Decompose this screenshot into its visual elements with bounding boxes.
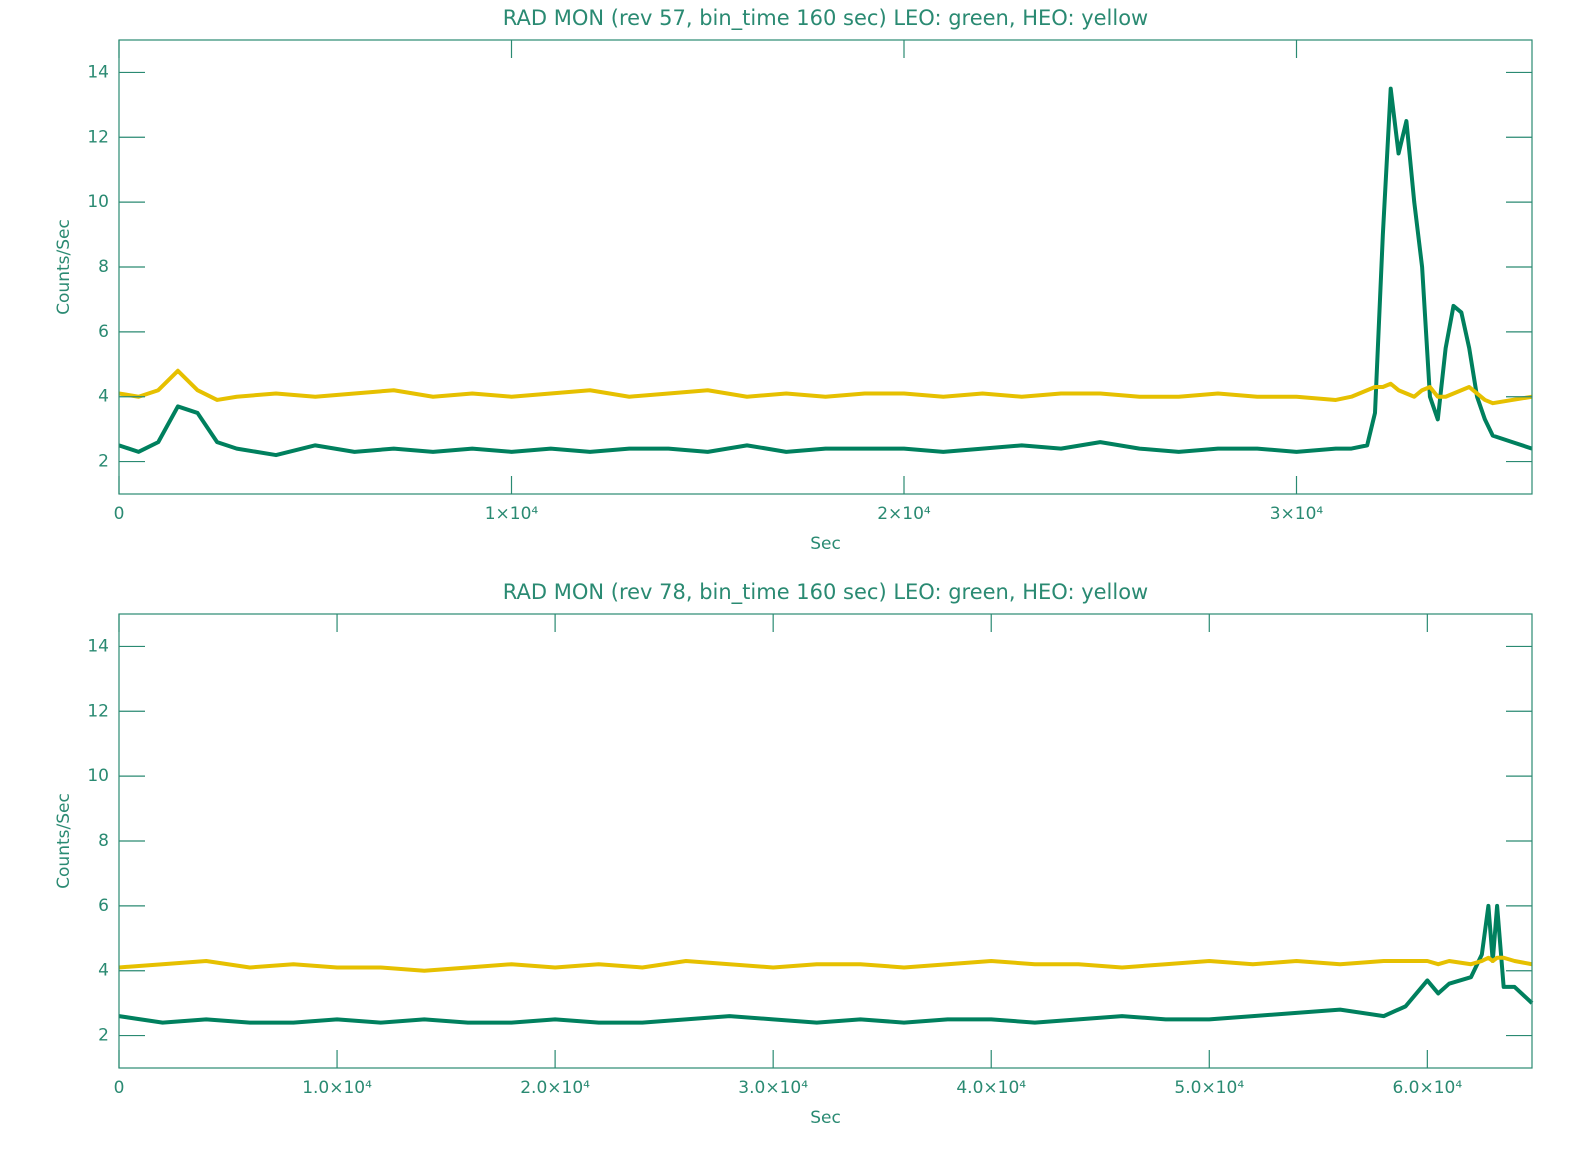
chart-title: RAD MON (rev 57, bin_time 160 sec) LEO: … — [503, 6, 1148, 31]
x-tick-label: 3.0×10⁴ — [738, 1078, 808, 1098]
x-tick-label: 5.0×10⁴ — [1174, 1078, 1244, 1098]
data-line — [118, 955, 1533, 973]
x-axis-label: Sec — [810, 1108, 841, 1128]
y-tick-label: 12 — [87, 127, 109, 147]
chart-title: RAD MON (rev 78, bin_time 160 sec) LEO: … — [503, 580, 1148, 605]
x-tick-label: 0 — [114, 1078, 125, 1098]
y-tick-label: 14 — [87, 636, 109, 656]
y-tick-label: 6 — [98, 896, 109, 916]
data-line — [118, 368, 1533, 406]
y-tick-label: 4 — [98, 387, 109, 407]
y-tick-label: 6 — [98, 322, 109, 342]
x-tick-label: 2.0×10⁴ — [520, 1078, 590, 1098]
data-line — [118, 86, 1533, 458]
x-tick-label: 0 — [114, 504, 125, 524]
x-axis-label: Sec — [810, 534, 841, 554]
y-tick-label: 2 — [98, 1026, 109, 1046]
y-tick-label: 8 — [98, 831, 109, 851]
data-line — [118, 903, 1534, 1025]
x-tick-label: 6.0×10⁴ — [1392, 1078, 1462, 1098]
plot-frame — [118, 39, 1533, 495]
x-tick-label: 3×10⁴ — [1270, 504, 1324, 524]
plot-frame — [118, 613, 1533, 1069]
y-tick-label: 8 — [98, 257, 109, 277]
x-tick-label: 2×10⁴ — [877, 504, 931, 524]
y-tick-label: 10 — [87, 192, 109, 212]
x-tick-label: 1.0×10⁴ — [302, 1078, 372, 1098]
x-tick-label: 1×10⁴ — [485, 504, 539, 524]
y-tick-label: 4 — [98, 961, 109, 981]
y-tick-label: 10 — [87, 766, 109, 786]
y-tick-label: 14 — [87, 62, 109, 82]
y-axis-label: Counts/Sec — [54, 793, 74, 889]
y-tick-label: 2 — [98, 452, 109, 472]
y-axis-label: Counts/Sec — [54, 219, 74, 315]
y-tick-label: 12 — [87, 701, 109, 721]
x-tick-label: 4.0×10⁴ — [956, 1078, 1026, 1098]
